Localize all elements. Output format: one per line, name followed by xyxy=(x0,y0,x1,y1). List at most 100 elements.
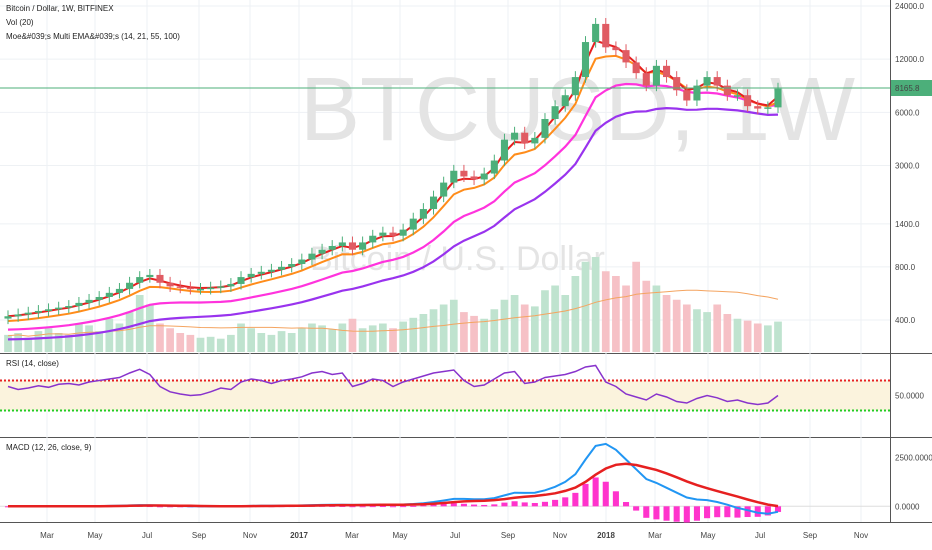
volume-bar xyxy=(105,318,114,352)
candle-body xyxy=(85,299,93,303)
volume-bar xyxy=(581,261,590,352)
macd-histogram-bar xyxy=(774,506,782,512)
macd-histogram-bar xyxy=(369,506,376,508)
volume-bar xyxy=(591,257,600,352)
volume-bar xyxy=(409,317,418,352)
candle-body xyxy=(480,173,488,180)
macd-histogram-bar xyxy=(714,506,721,518)
macd-histogram-bar xyxy=(673,506,680,522)
volume-bar xyxy=(14,333,22,352)
candle-body xyxy=(105,292,113,297)
candle-body xyxy=(348,242,357,250)
macd-histogram-bar xyxy=(400,506,407,508)
candle-body xyxy=(531,137,539,144)
volume-bar xyxy=(308,323,316,352)
legend-ema: Moe&#039;s Multi EMA&#039;s (14, 21, 55,… xyxy=(6,32,180,41)
candle-body xyxy=(642,73,650,86)
time-axis-label: Mar xyxy=(648,531,662,540)
candle-body xyxy=(308,253,316,260)
macd-histogram-bar xyxy=(643,506,650,518)
volume-bar xyxy=(419,314,428,352)
volume-bar xyxy=(612,276,620,352)
candle-body xyxy=(176,286,184,288)
macd-histogram-bar xyxy=(562,497,569,507)
candle-body xyxy=(511,132,519,140)
price-axis-label: 12000.0 xyxy=(895,55,924,64)
candle-body xyxy=(278,266,286,270)
volume-bar xyxy=(196,337,205,352)
macd-histogram-bar xyxy=(379,506,386,508)
candle-body xyxy=(65,306,73,308)
volume-bar xyxy=(682,304,691,352)
volume-bar xyxy=(176,333,185,352)
candle-body xyxy=(713,77,721,86)
legend-symbol: Bitcoin / Dollar, 1W, BITFINEX xyxy=(6,4,114,13)
macd-histogram-bar xyxy=(521,502,528,507)
macd-histogram-bar xyxy=(602,481,609,507)
volume-bar xyxy=(318,325,326,352)
volume-bar xyxy=(601,271,610,352)
last-price-label-bg xyxy=(891,80,932,96)
candle-body xyxy=(652,65,660,86)
candle-body xyxy=(166,282,174,287)
macd-histogram-bar xyxy=(693,506,700,521)
volume-bar xyxy=(115,323,124,352)
macd-histogram-bar xyxy=(430,504,437,507)
macd-histogram-bar xyxy=(410,505,417,507)
volume-bar xyxy=(277,331,286,352)
candle-body xyxy=(774,88,782,108)
volume-bar xyxy=(348,318,357,352)
candle-body xyxy=(419,209,427,219)
volume-bar xyxy=(54,333,63,352)
volume-bar xyxy=(358,328,367,352)
candle-body xyxy=(429,196,438,210)
macd-histogram-bar xyxy=(622,502,630,507)
candle-body xyxy=(44,309,53,311)
price-axis-label: 400.0 xyxy=(895,316,916,325)
ema-100-line xyxy=(7,106,779,341)
candle-body xyxy=(663,65,671,78)
ema-55-line xyxy=(7,82,779,331)
candle-body xyxy=(409,218,417,230)
macd-histogram-bar xyxy=(724,506,731,518)
macd-histogram-bar xyxy=(633,506,640,511)
volume-bar xyxy=(622,285,630,352)
volume-bar xyxy=(693,309,701,352)
candle-body xyxy=(379,232,387,236)
candle-body xyxy=(561,95,569,107)
volume-bar xyxy=(257,333,266,352)
macd-histogram-bar xyxy=(511,501,518,507)
candle-body xyxy=(470,176,478,180)
candle-body xyxy=(673,77,681,91)
time-axis-label: Nov xyxy=(854,531,868,540)
macd-signal-line xyxy=(8,462,779,508)
candle-body xyxy=(14,314,22,317)
candle-body xyxy=(592,23,600,43)
candle-body xyxy=(126,282,134,289)
candle-body xyxy=(328,245,336,250)
candle-body xyxy=(186,287,194,290)
legend-volume: Vol (20) xyxy=(6,18,34,27)
volume-bar xyxy=(75,323,83,352)
candle-body xyxy=(75,302,83,307)
macd-histogram-bar xyxy=(683,506,690,523)
volume-bar xyxy=(237,323,245,352)
last-price-label: 8165.8 xyxy=(895,84,920,93)
candle-body xyxy=(156,274,164,283)
price-axis-label: 6000.0 xyxy=(895,108,920,117)
volume-bar xyxy=(632,261,641,352)
candle-body xyxy=(318,249,326,254)
candle-body xyxy=(389,232,397,236)
time-axis-label: 2017 xyxy=(290,531,308,540)
time-axis-label: May xyxy=(700,531,715,540)
volume-bar xyxy=(267,334,276,352)
volume-bar xyxy=(490,309,499,352)
candle-body xyxy=(146,274,154,278)
volume-bar xyxy=(379,323,387,352)
volume-bar xyxy=(733,318,742,352)
macd-histogram-bar xyxy=(339,505,346,507)
candle-body xyxy=(298,259,306,265)
price-axis-label: 1400.0 xyxy=(895,220,920,229)
volume-bar xyxy=(368,325,377,352)
